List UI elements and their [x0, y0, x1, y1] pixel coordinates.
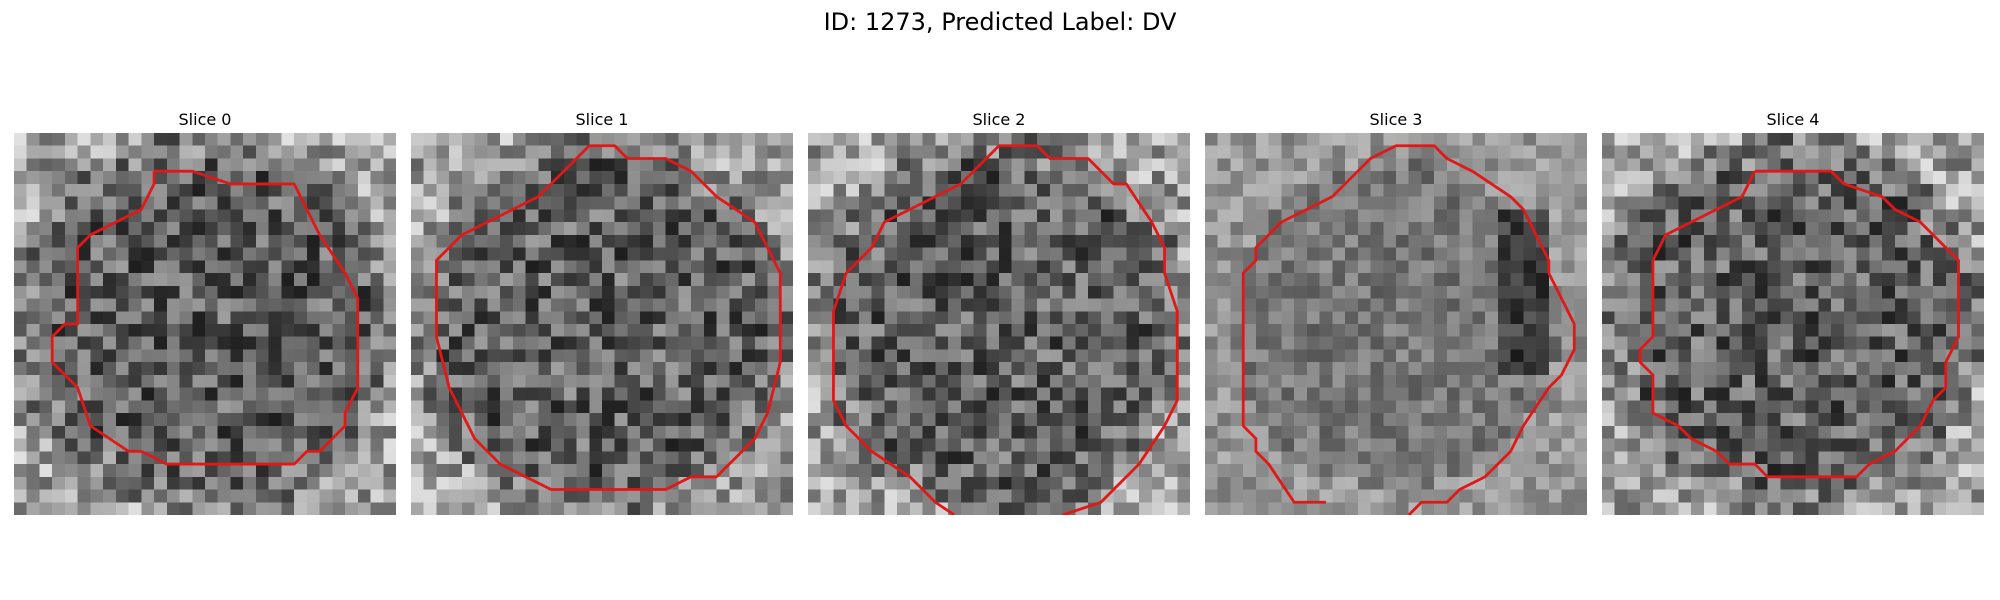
- slice-title: Slice 2: [972, 110, 1026, 129]
- segmentation-contour: [1638, 169, 1960, 479]
- segmentation-contour: [435, 144, 782, 491]
- slice-title: Slice 0: [178, 110, 232, 129]
- slice-image: [14, 133, 396, 515]
- grayscale-pixel-grid: [411, 133, 793, 515]
- grayscale-pixel-grid: [1205, 133, 1587, 515]
- slice-image: [411, 133, 793, 515]
- slice-image: [1602, 133, 1984, 515]
- grayscale-pixel-grid: [1602, 133, 1984, 515]
- segmentation-contour: [832, 144, 1179, 515]
- segmentation-contour: [50, 169, 360, 466]
- slice-image: [1205, 133, 1587, 515]
- segmentation-contour: [1241, 144, 1576, 515]
- slice-panel-0: Slice 0: [14, 107, 396, 515]
- slice-panel-1: Slice 1: [411, 107, 793, 515]
- slice-title: Slice 4: [1766, 110, 1820, 129]
- grayscale-pixel-grid: [808, 133, 1190, 515]
- slice-panel-4: Slice 4: [1602, 107, 1984, 515]
- slice-image: [808, 133, 1190, 515]
- slice-title: Slice 3: [1369, 110, 1423, 129]
- slice-title: Slice 1: [575, 110, 629, 129]
- slice-panel-3: Slice 3: [1205, 107, 1587, 515]
- figure-title: ID: 1273, Predicted Label: DV: [823, 8, 1177, 36]
- slice-panel-2: Slice 2: [808, 107, 1190, 515]
